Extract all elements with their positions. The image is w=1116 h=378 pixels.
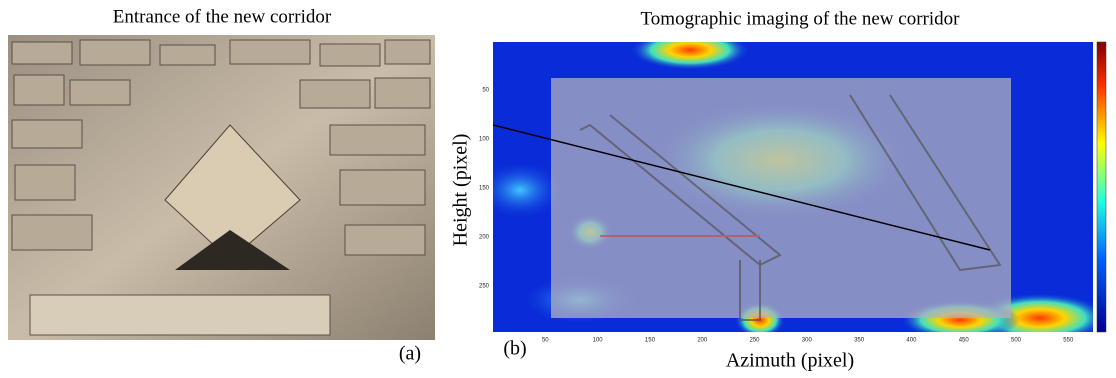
x-axis-label: Azimuth (pixel): [726, 350, 854, 372]
heatmap: [493, 42, 1093, 332]
panel-label: (b): [503, 338, 526, 360]
y-tick-label: 50: [482, 88, 489, 94]
x-tick-label: 150: [645, 338, 656, 344]
y-tick-label: 250: [479, 284, 490, 290]
x-tick-label: 400: [906, 338, 917, 344]
y-tick-label: 150: [479, 186, 490, 192]
y-tick-label: 100: [479, 137, 490, 143]
x-tick-label: 50: [542, 338, 549, 344]
panel-label: (a): [399, 343, 421, 365]
x-tick-label: 500: [1011, 338, 1022, 344]
panel-title: Entrance of the new corridor: [113, 6, 332, 27]
panel-title: Tomographic imaging of the new corridor: [641, 8, 961, 29]
y-axis-label: Height (pixel): [450, 134, 472, 247]
x-tick-label: 100: [593, 338, 604, 344]
y-tick-label: 200: [479, 235, 490, 241]
photo: [8, 35, 435, 340]
axis-ticks: 50 100 150 200 250 300 350 400 450 500 550 50 100 150…: [479, 88, 1074, 344]
colorbar: [1096, 41, 1107, 333]
x-tick-label: 250: [749, 338, 760, 344]
x-tick-label: 450: [959, 338, 970, 344]
x-tick-label: 300: [802, 338, 813, 344]
x-tick-label: 200: [697, 338, 708, 344]
x-tick-label: 550: [1063, 338, 1074, 344]
x-tick-label: 350: [854, 338, 865, 344]
